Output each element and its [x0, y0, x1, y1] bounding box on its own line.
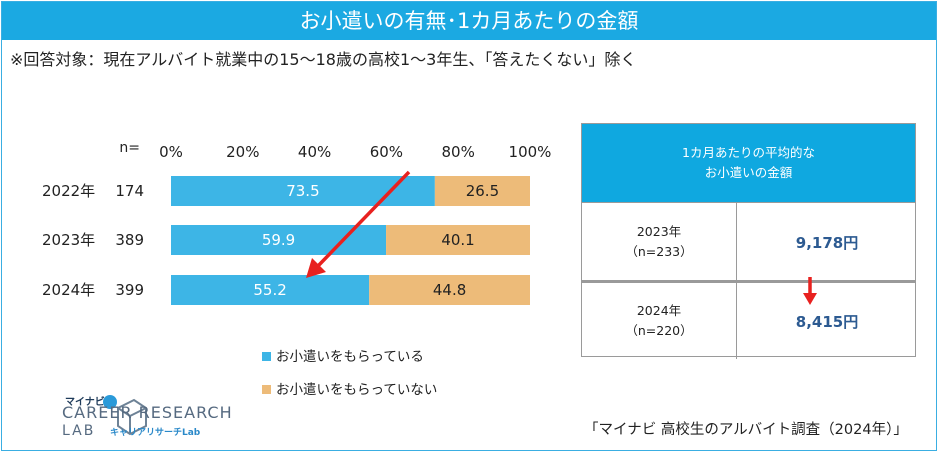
table-header-line2: お小遣いの金額: [704, 165, 793, 180]
logo-brand-lab: LAB: [62, 423, 96, 439]
table-row-n: （n=233）: [625, 244, 693, 259]
bar-receiving: [171, 225, 387, 255]
logo-cube-icon: [103, 395, 147, 436]
n-label: n=: [119, 140, 140, 156]
bar-receiving: [171, 275, 370, 305]
x-tick-label: 20%: [226, 143, 259, 161]
x-tick-label: 100%: [509, 143, 552, 161]
logo-brand-main: CAREER RESEARCH: [62, 403, 233, 422]
n-value: 399: [115, 281, 144, 299]
survey-note: ※回答対象：現在アルバイト就業中の15～18歳の高校1～3年生、「答えたくない」…: [10, 50, 637, 69]
table-row-year-cell: 2024年 （n=220）: [582, 283, 737, 359]
category-label: 2022年: [42, 182, 95, 200]
table-row-year-cell: 2023年 （n=233）: [582, 203, 737, 281]
category-label: 2024年: [42, 281, 95, 299]
category-label: 2023年: [42, 231, 95, 249]
legend-swatch-not-receiving: [262, 385, 271, 394]
table-row-value: 8,415円: [795, 312, 859, 331]
data-label: 73.5: [286, 182, 319, 200]
legend-label-not-receiving: お小遣いをもらっていない: [276, 382, 438, 398]
average-allowance-table: 1カ月あたりの平均的な お小遣いの金額 2023年 （n=233） 9,178円…: [581, 123, 916, 359]
table-row-n: （n=220）: [625, 323, 693, 338]
legend-item-not-receiving: お小遣いをもらっていない: [262, 378, 437, 398]
legend-swatch-receiving: [262, 352, 271, 361]
data-label: 40.1: [441, 231, 474, 249]
data-label: 44.8: [433, 281, 466, 299]
bar-not-receiving: [434, 176, 530, 206]
page-title: お小遣いの有無･1カ月あたりの金額: [2, 2, 936, 40]
table-header-line1: 1カ月あたりの平均的な: [682, 145, 815, 160]
data-label: 59.9: [262, 231, 295, 249]
trend-arrow-head: [306, 258, 326, 278]
table-header: 1カ月あたりの平均的な お小遣いの金額: [582, 124, 915, 202]
legend-label-receiving: お小遣いをもらっている: [276, 349, 424, 365]
legend-item-receiving: お小遣いをもらっている: [262, 345, 424, 365]
x-tick-label: 80%: [442, 143, 475, 161]
trend-arrow-line: [316, 170, 411, 268]
x-tick-label: 60%: [370, 143, 403, 161]
table-row-year: 2024年: [636, 303, 682, 318]
decrease-arrow-icon: [803, 277, 817, 305]
n-value: 174: [115, 182, 144, 200]
table-row-value: 9,178円: [795, 233, 859, 252]
x-tick-label: 0%: [159, 143, 183, 161]
data-label: 55.2: [253, 281, 286, 299]
logo-brand-sub: キャリアリサーチLab: [110, 428, 201, 438]
n-value: 389: [115, 231, 144, 249]
bar-not-receiving: [386, 225, 530, 255]
bar-not-receiving: [369, 275, 530, 305]
table-row-year: 2023年: [636, 224, 682, 239]
x-tick-label: 40%: [298, 143, 331, 161]
logo-brand-small: マイナビ: [65, 397, 105, 408]
source-citation: 「マイナビ 高校生のアルバイト調査（2024年）」: [584, 422, 908, 438]
table-row: 2024年 （n=220） 8,415円: [582, 280, 915, 359]
table-row: 2023年 （n=233） 9,178円: [582, 202, 915, 281]
data-label: 26.5: [466, 182, 499, 200]
